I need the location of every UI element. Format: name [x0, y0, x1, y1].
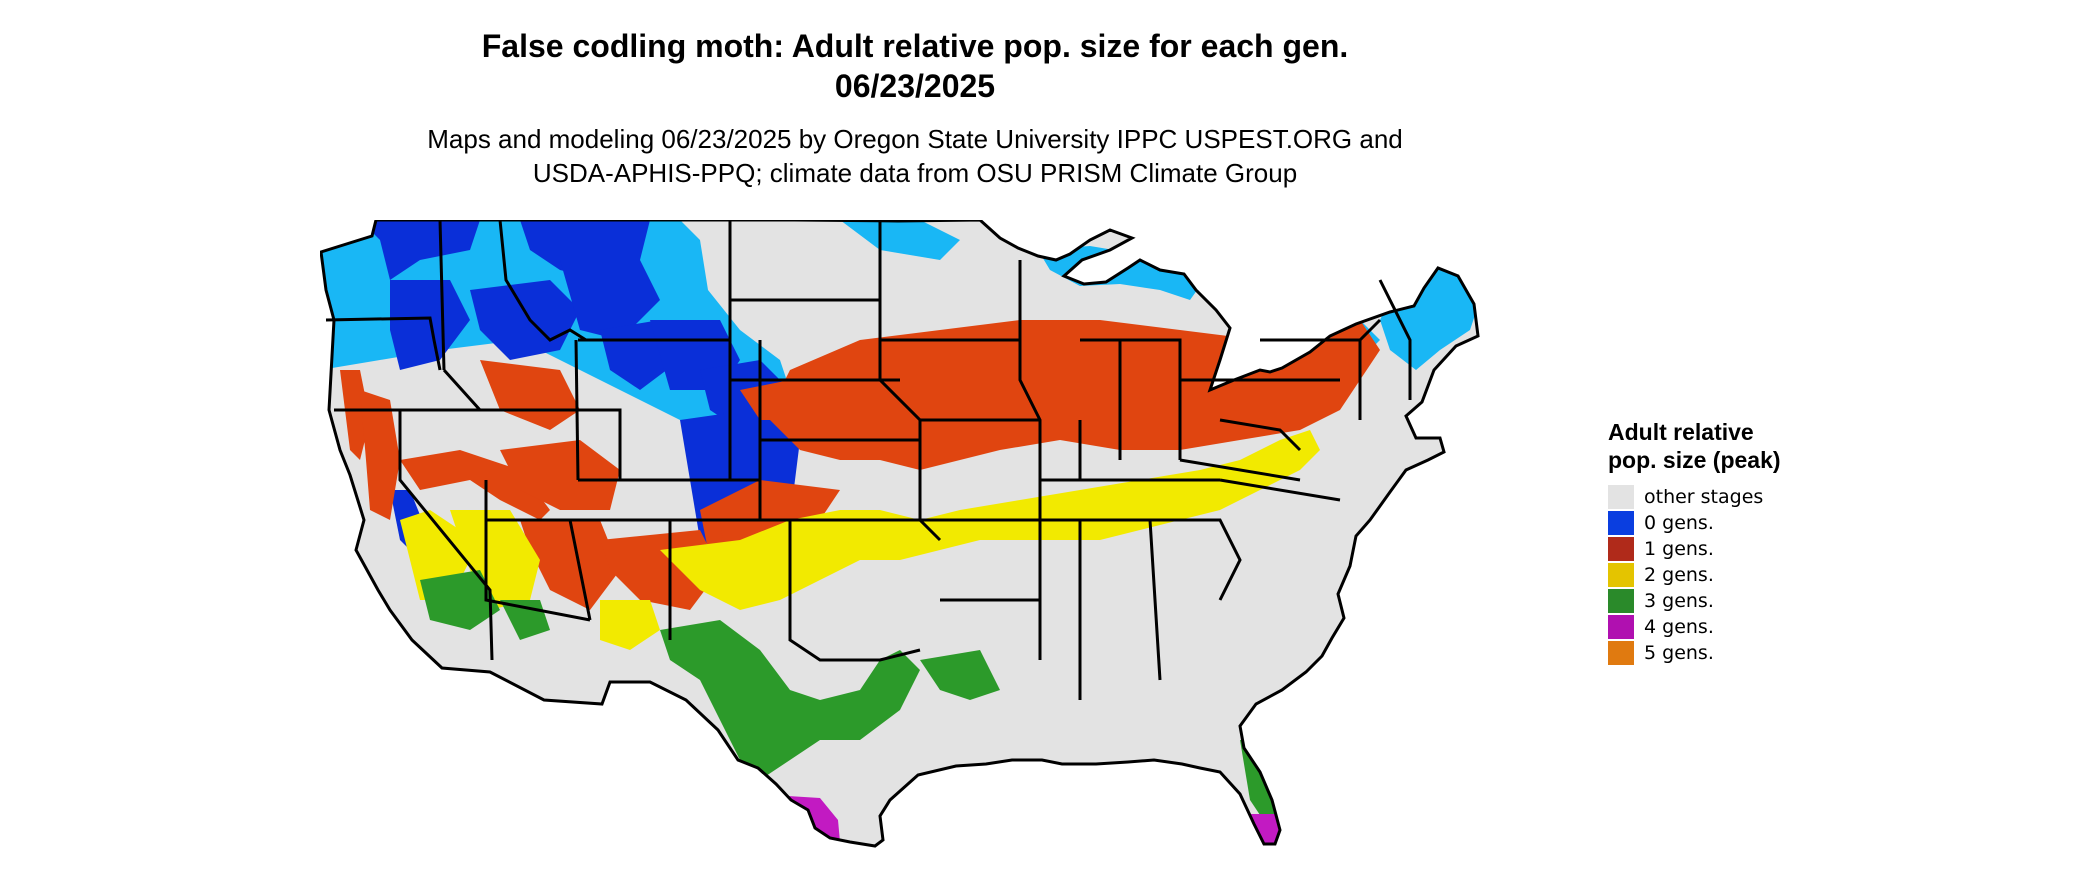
- map-subtitle-line1: Maps and modeling 06/23/2025 by Oregon S…: [427, 124, 1403, 154]
- border-vt-nh-me: [1378, 279, 1412, 400]
- legend-swatch: [1608, 615, 1634, 639]
- border-ca-nv: [398, 410, 494, 661]
- border-id-wy-ut: [574, 339, 580, 481]
- zone-1-gens-calif-valley: [360, 390, 400, 520]
- map-title-line2: 06/23/2025: [834, 68, 996, 104]
- legend-item: 4 gens.: [1608, 614, 1908, 640]
- legend-label: 3 gens.: [1644, 590, 1714, 612]
- legend-item: 2 gens.: [1608, 562, 1908, 588]
- us-map-svg: [320, 220, 1480, 848]
- zone-0-gens-light-maine: [1380, 260, 1478, 370]
- border-nc-va: [1219, 478, 1341, 502]
- zone-1-gens-kansas-west: [740, 380, 790, 420]
- border-va-nc: [1179, 458, 1301, 482]
- zone-1-gens-arizona-nm: [520, 520, 620, 610]
- legend-label: 2 gens.: [1644, 564, 1714, 586]
- zone-1-gens-utah-north: [480, 360, 580, 430]
- zone-2-gens-texas-bigbend: [600, 600, 660, 650]
- legend-item: 5 gens.: [1608, 640, 1908, 666]
- zone-1-gens-utah-south: [500, 440, 620, 510]
- legend-item: other stages: [1608, 484, 1908, 510]
- map-subtitle-line2: USDA-APHIS-PPQ; climate data from OSU PR…: [532, 158, 1298, 188]
- legend-item: 0 gens.: [1608, 510, 1908, 536]
- state-borders: [320, 220, 1480, 848]
- legend-swatch: [1608, 589, 1634, 613]
- map-legend: Adult relative pop. size (peak) other st…: [1608, 418, 1908, 666]
- zone-0-gens-light-montana: [840, 220, 960, 260]
- legend-swatch: [1608, 485, 1634, 509]
- legend-item: 3 gens.: [1608, 588, 1908, 614]
- legend-label: 4 gens.: [1644, 616, 1714, 638]
- border-wa-id: [438, 220, 446, 371]
- zone-3-gens-socal: [420, 570, 500, 630]
- legend-label: 0 gens.: [1644, 512, 1714, 534]
- legend-swatch: [1608, 511, 1634, 535]
- map-subtitle: Maps and modeling 06/23/2025 by Oregon S…: [0, 122, 1830, 190]
- border-wi-il-mo: [1018, 260, 1042, 520]
- border-mo: [878, 378, 942, 542]
- border-wy-ut: [578, 408, 622, 480]
- zone-0-gens-dark-idaho-montana: [560, 260, 660, 340]
- map-title-line1: False codling moth: Adult relative pop. …: [481, 28, 1349, 64]
- legend-items: other stages 0 gens. 1 gens. 2 gens. 3 gens.…: [1608, 484, 1908, 666]
- legend-swatch: [1608, 641, 1634, 665]
- legend-swatch: [1608, 537, 1634, 561]
- zone-3-gens-louisiana: [920, 650, 1000, 700]
- zone-3-gens-texas-gulf: [660, 620, 920, 780]
- map-title: False codling moth: Adult relative pop. …: [0, 26, 1830, 106]
- zone-2-gens-arizona: [450, 510, 540, 610]
- border-wa-or: [325, 316, 442, 371]
- legend-title: Adult relative pop. size (peak): [1608, 419, 1781, 473]
- us-map: [320, 220, 1580, 890]
- border-oh-pa: [1080, 338, 1182, 460]
- legend-label: 5 gens.: [1644, 642, 1714, 664]
- legend-item: 1 gens.: [1608, 536, 1908, 562]
- legend-swatch: [1608, 563, 1634, 587]
- zone-0-gens-dark-wa-olympic: [360, 220, 480, 280]
- border-or-id: [442, 368, 482, 412]
- border-wv-va: [1219, 418, 1302, 452]
- legend-label: 1 gens.: [1644, 538, 1714, 560]
- border-tx-ok-nm: [670, 518, 921, 662]
- legend-label: other stages: [1644, 486, 1764, 508]
